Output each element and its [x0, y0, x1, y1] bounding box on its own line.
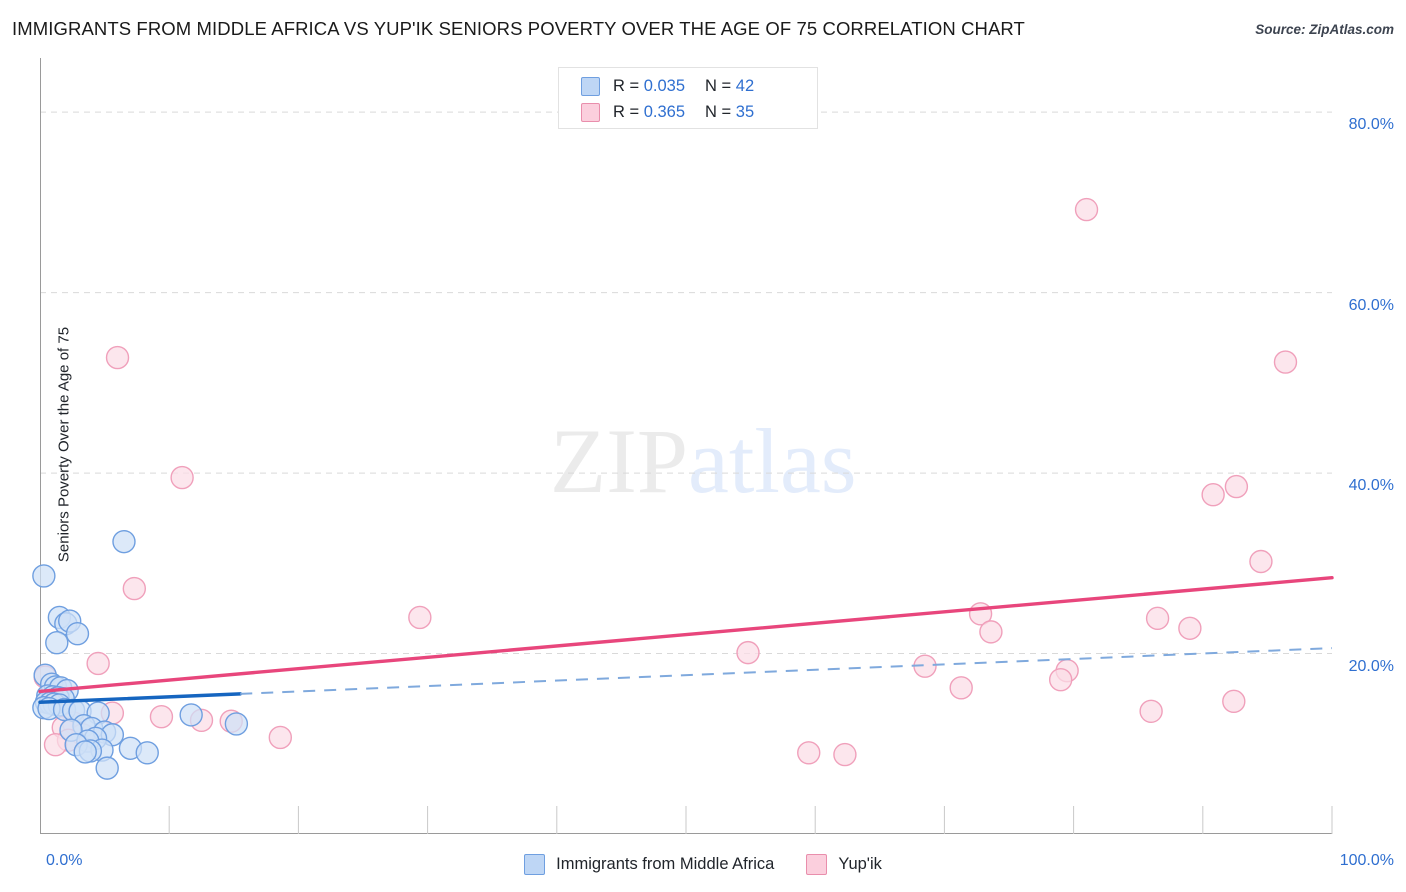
immigrants-point[interactable] — [73, 740, 97, 764]
yupik-point[interactable] — [1145, 606, 1170, 631]
yupik-point[interactable] — [105, 345, 130, 370]
stats-row-yupik: R = 0.365 N = 35 — [559, 99, 817, 125]
yupik-point[interactable] — [1178, 616, 1202, 640]
yupik-point[interactable] — [1201, 483, 1225, 507]
gridlines-group — [40, 111, 1332, 655]
y-tick-label-60.0%: 60.0% — [1348, 296, 1394, 314]
x-tick-marks-group — [168, 806, 1333, 834]
r-value-blue: 0.035 — [643, 76, 686, 95]
y-tick-label-40.0%: 40.0% — [1348, 477, 1394, 495]
y-tick-label-80.0%: 80.0% — [1348, 116, 1394, 134]
trend-lines-group — [38, 576, 1334, 704]
n-label-blue: N = — [705, 76, 736, 95]
yupik-point[interactable] — [1139, 699, 1163, 723]
series-legend: Immigrants from Middle Africa Yup'ik — [0, 848, 1406, 880]
chart-header: IMMIGRANTS FROM MIDDLE AFRICA VS YUP'IK … — [0, 0, 1406, 50]
yupik-point[interactable] — [1224, 474, 1249, 499]
immigrants-point[interactable] — [65, 621, 90, 646]
yupik-point[interactable] — [408, 605, 432, 630]
immigrants-point[interactable] — [112, 529, 136, 554]
immigrants-point[interactable] — [135, 741, 159, 765]
yupik-point[interactable] — [170, 465, 194, 490]
n-value-pink: 35 — [735, 102, 755, 121]
yupik-point[interactable] — [1273, 350, 1298, 374]
page-title: IMMIGRANTS FROM MIDDLE AFRICA VS YUP'IK … — [12, 18, 1025, 39]
yupik-point[interactable] — [268, 725, 293, 750]
stats-text-yupik: R = 0.365 N = 35 — [613, 103, 754, 122]
legend-color-immigrants — [524, 853, 546, 875]
immigrants-point[interactable] — [224, 712, 249, 736]
yupik-point[interactable] — [833, 742, 857, 767]
yupik-point[interactable] — [1249, 549, 1273, 574]
y-axis-title: Seniors Poverty Over the Age of 75 — [55, 326, 73, 563]
r-label-blue: R = — [613, 76, 644, 95]
legend-color-yupik — [806, 853, 828, 875]
yupik-point[interactable] — [736, 640, 760, 665]
yupik-point[interactable] — [797, 741, 821, 765]
yupik-point[interactable] — [979, 620, 1003, 644]
immigrants-point[interactable] — [179, 703, 203, 727]
legend-swatch-yupik — [581, 102, 600, 122]
immigrants-point[interactable] — [95, 756, 119, 780]
yupik-point[interactable] — [1048, 668, 1073, 692]
source-attribution: Source: ZipAtlas.com — [1255, 22, 1394, 37]
yupik-point[interactable] — [1222, 689, 1246, 714]
trendline-immigrants-solid — [38, 692, 242, 704]
r-value-pink: 0.365 — [643, 102, 686, 121]
yupik-point[interactable] — [149, 704, 174, 729]
r-label-pink: R = — [613, 102, 644, 121]
yupik-point[interactable] — [949, 676, 973, 700]
immigrants-points-group — [32, 529, 249, 780]
plot-canvas — [32, 58, 1334, 834]
legend-label-yupik: Yup'ik — [838, 854, 882, 873]
n-label-pink: N = — [705, 102, 736, 121]
immigrants-point[interactable] — [32, 564, 56, 588]
yupik-points-group — [33, 197, 1298, 767]
legend-item-immigrants[interactable]: Immigrants from Middle Africa — [524, 853, 775, 875]
y-tick-label-20.0%: 20.0% — [1348, 657, 1394, 675]
scatter-plot-area: ZIPatlas Seniors Poverty Over the Age of… — [32, 58, 1334, 834]
trendline-yupik — [38, 576, 1334, 694]
immigrants-point[interactable] — [45, 631, 69, 655]
legend-swatch-immigrants — [581, 76, 600, 96]
n-value-blue: 42 — [735, 76, 755, 95]
yupik-point[interactable] — [122, 576, 147, 601]
legend-label-immigrants: Immigrants from Middle Africa — [556, 854, 775, 873]
stats-row-immigrants: R = 0.035 N = 42 — [559, 73, 817, 99]
x-axis-max-label: 100.0% — [1339, 852, 1394, 869]
yupik-point[interactable] — [86, 651, 110, 676]
x-axis-min-label: 0.0% — [46, 852, 83, 869]
stats-text-immigrants: R = 0.035 N = 42 — [613, 77, 754, 96]
legend-item-yupik[interactable]: Yup'ik — [806, 853, 882, 875]
trendline-immigrants-dashed — [240, 647, 1333, 695]
correlation-stats-legend: R = 0.035 N = 42 R = 0.365 N = 35 — [558, 67, 818, 129]
yupik-point[interactable] — [1074, 197, 1099, 222]
